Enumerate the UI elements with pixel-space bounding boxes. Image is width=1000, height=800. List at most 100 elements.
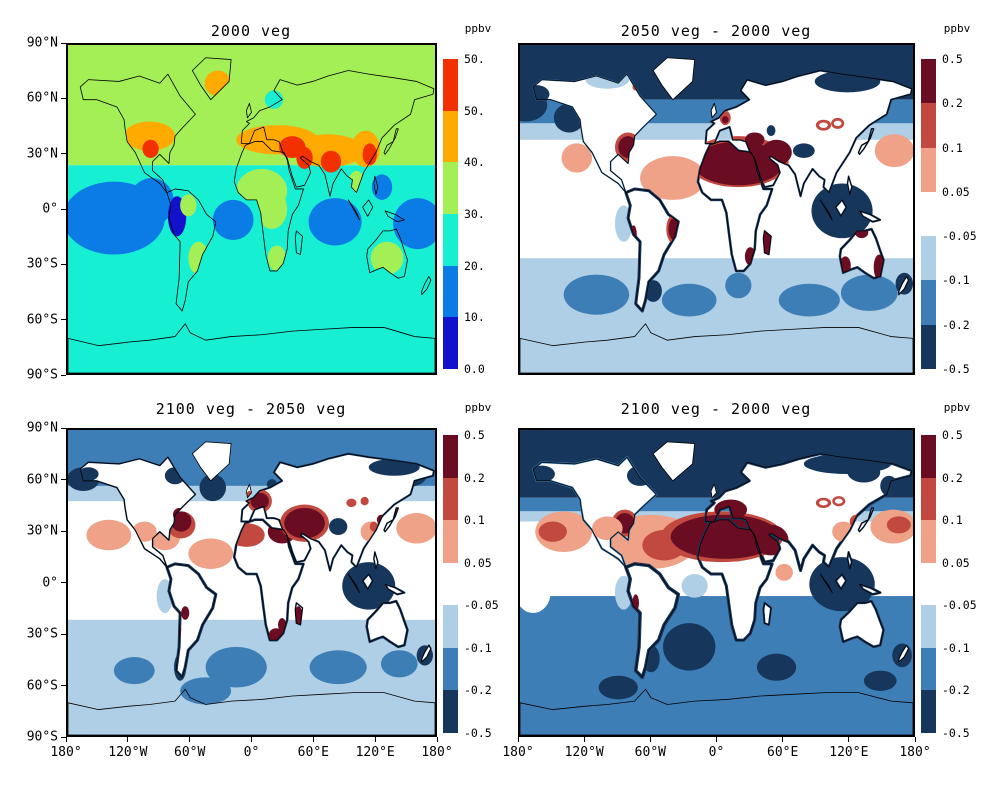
axis-tick [127, 737, 129, 742]
contour-band [520, 123, 913, 140]
colorbar-segment [443, 317, 458, 370]
land-fill [295, 603, 302, 625]
colorbar-segment [921, 280, 936, 326]
x-axis-label: 180° [50, 745, 82, 760]
contour-band [520, 511, 913, 522]
x-axis-label: 120°W [564, 745, 604, 760]
contour-shape [132, 521, 157, 542]
coastline-path [820, 200, 832, 220]
panel-title: 2100 veg - 2050 veg [155, 400, 347, 418]
contour-shape [880, 475, 898, 497]
contour-shape [744, 132, 765, 148]
contour-shape [360, 496, 369, 506]
contour-shape [156, 579, 174, 613]
contour-shape [256, 188, 288, 230]
contour-shape [614, 205, 633, 242]
colorbar-segment [921, 562, 936, 606]
contour-shape [803, 453, 892, 475]
world-map-svg [68, 45, 435, 373]
colorbar-segment [921, 324, 936, 370]
axis-tick [61, 263, 66, 265]
land-fill [848, 176, 852, 194]
axis-tick [716, 737, 717, 742]
contour-shape [212, 199, 254, 240]
colorbar-tick-label: -0.2 [942, 317, 970, 332]
contour-shape [328, 518, 348, 536]
colorbar-segment [443, 562, 458, 606]
land-fill [234, 520, 303, 640]
colorbar-tick-label: -0.05 [942, 598, 977, 613]
contour-shape [874, 134, 913, 168]
colorbar-tick-label: 30. [464, 207, 485, 221]
x-axis-label: 60°E [767, 745, 799, 760]
contour-band [68, 165, 435, 373]
axis-tick [649, 737, 651, 742]
land-fill [167, 564, 216, 678]
contour-shape [296, 147, 313, 169]
units-label: ppbv [943, 401, 971, 414]
coastline-path [192, 58, 231, 100]
units-label: ppbv [943, 22, 971, 35]
axis-tick [65, 737, 67, 742]
contour-shape [360, 521, 381, 542]
contour-shape [396, 513, 435, 544]
contour-shape [86, 519, 132, 551]
x-axis-label: 60°W [174, 745, 206, 760]
axis-tick [61, 374, 66, 376]
contour-shape [688, 136, 789, 188]
contour-shape [605, 514, 697, 569]
coastline-path [711, 484, 716, 498]
contour-shape [863, 670, 897, 691]
y-axis-label: 30°N [26, 523, 58, 539]
coastline-path [246, 484, 251, 498]
axis-tick [61, 319, 66, 321]
contour-shape [632, 594, 639, 612]
contour-shape [250, 492, 269, 510]
contour-shape [775, 563, 793, 581]
contour-shape [246, 491, 253, 498]
contour-shape [294, 606, 303, 627]
colorbar-segment [921, 191, 936, 237]
x-axis-label: 60°W [634, 745, 666, 760]
colorbar-tick-label: 0.2 [942, 470, 963, 485]
coastline-path [348, 200, 359, 220]
contour-shape [68, 181, 165, 255]
coastline-path [68, 324, 435, 373]
contour-shape [167, 196, 187, 237]
colorbar-tick-label: 50. [464, 52, 485, 66]
coastline-path [626, 189, 678, 311]
colorbar-tick-label: 0.2 [942, 96, 963, 111]
contour-shape [660, 511, 784, 563]
colorbar-tick-label: -0.5 [942, 726, 970, 740]
coastline-path [374, 552, 378, 569]
contour-shape [236, 125, 318, 155]
coastline-path [763, 603, 771, 625]
contour-shape [320, 150, 342, 173]
contour-shape [124, 121, 176, 151]
contour-shape [188, 241, 209, 275]
colorbar-tick-label: -0.05 [942, 229, 977, 244]
colorbar-tick-label: 0.1 [942, 140, 963, 155]
coastline-path [384, 129, 398, 155]
colorbar-segment [921, 147, 936, 193]
contour-shape [228, 523, 265, 547]
contour-shape [714, 499, 748, 520]
contour-shape [873, 254, 885, 281]
axis-tick [312, 737, 314, 742]
land-fill [192, 441, 232, 481]
coastline-path [385, 211, 404, 222]
land-fill [385, 584, 404, 594]
land-fill [899, 276, 909, 294]
coastline-path [246, 103, 251, 118]
contour-shape [849, 514, 863, 529]
contour-shape [870, 509, 913, 544]
colorbar-tick-label: -0.1 [942, 640, 970, 655]
y-axis-label: 30°S [26, 256, 58, 272]
contour-shape [630, 225, 637, 244]
coastline-path [520, 324, 913, 373]
map-br [518, 428, 915, 737]
colorbar-segment [443, 214, 458, 267]
contour-shape [164, 467, 186, 485]
